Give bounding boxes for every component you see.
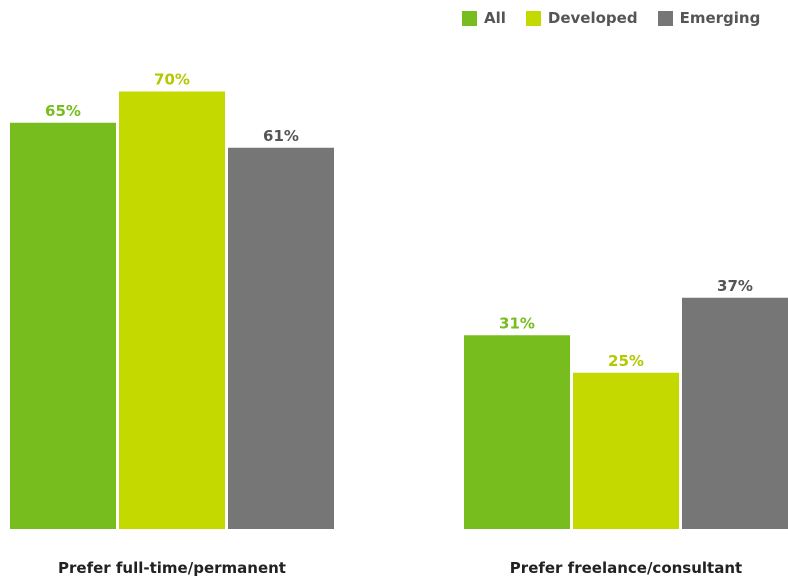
bar-developed-1: [119, 91, 225, 529]
bar-emerging-2: [682, 297, 788, 529]
legend-swatch-developed: [525, 10, 541, 26]
bar-developed-2: [573, 372, 679, 529]
data-label-developed-2: 25%: [608, 352, 644, 370]
data-label-all-2: 31%: [499, 314, 535, 332]
legend-label-emerging: Emerging: [679, 9, 761, 27]
data-label-all-1: 65%: [45, 102, 81, 120]
data-label-emerging-1: 61%: [263, 127, 299, 145]
legend-swatch-emerging: [657, 10, 673, 26]
bar-emerging-1: [228, 147, 334, 529]
category-label-2: Prefer freelance/consultant: [510, 559, 742, 577]
chart-legend: All Developed Emerging: [462, 9, 760, 27]
bar-all-2: [464, 335, 570, 529]
legend-item-all: All: [462, 9, 506, 27]
data-label-emerging-2: 37%: [717, 277, 753, 295]
data-label-developed-1: 70%: [154, 71, 190, 89]
legend-label-developed: Developed: [547, 9, 638, 27]
bar-all-1: [10, 122, 116, 529]
category-label-1: Prefer full-time/permanent: [58, 559, 286, 577]
legend-item-developed: Developed: [525, 9, 638, 27]
legend-label-all: All: [484, 9, 506, 27]
legend-swatch-all: [462, 10, 477, 26]
legend-item-emerging: Emerging: [657, 9, 761, 27]
